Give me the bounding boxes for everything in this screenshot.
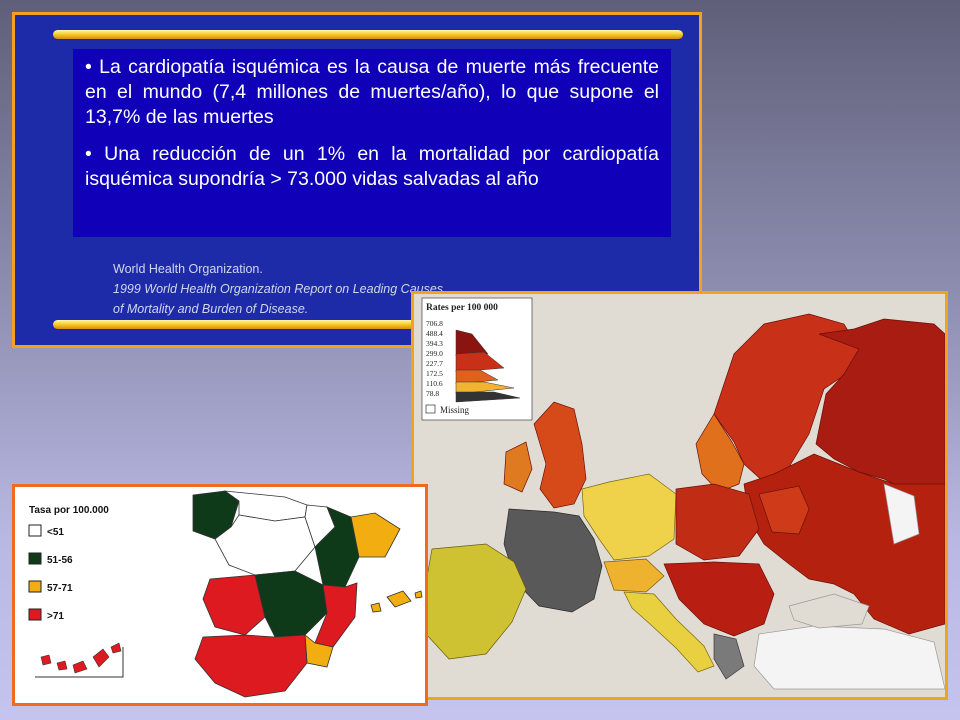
- citation-report-line1: 1999 World Health Organization Report on…: [113, 282, 444, 296]
- europe-legend-value: 78.8: [426, 389, 439, 398]
- spain-legend-swatch: [28, 524, 42, 537]
- bullet-2-text: Una reducción de un 1% en la mortalidad …: [85, 143, 659, 190]
- europe-legend-value: 394.3: [426, 339, 443, 348]
- bullet-1-text: La cardiopatía isquémica es la causa de …: [85, 56, 659, 128]
- bullet-textbox: • La cardiopatía isquémica es la causa d…: [73, 49, 671, 237]
- citation-report-line2: of Mortality and Burden of Disease.: [113, 302, 309, 316]
- text-panel: • La cardiopatía isquémica es la causa d…: [12, 12, 702, 348]
- spain-legend-label: 57-71: [47, 583, 73, 594]
- bullet-1: • La cardiopatía isquémica es la causa d…: [85, 56, 659, 128]
- europe-legend-value: 488.4: [426, 329, 443, 338]
- spain-map-svg: Tasa por 100.000 <51 51-56 57-71 >71: [15, 487, 425, 703]
- europe-legend-value: 110.6: [426, 379, 443, 388]
- citation: World Health Organization. 1999 World He…: [113, 259, 443, 319]
- europe-map-svg: Rates per 100 000 706.8488.4394.3299.022…: [414, 294, 945, 697]
- europe-legend-title: Rates per 100 000: [426, 303, 498, 313]
- spain-legend-label: 51-56: [47, 555, 73, 566]
- top-gold-bar: [53, 30, 683, 39]
- bottom-gold-bar: [53, 320, 683, 329]
- spain-legend-swatch: [28, 552, 42, 565]
- spain-map: Tasa por 100.000 <51 51-56 57-71 >71: [12, 484, 428, 706]
- europe-legend-value: 706.8: [426, 319, 443, 328]
- spain-legend-swatch: [28, 608, 42, 621]
- spain-legend-swatch: [28, 580, 42, 593]
- europe-legend-missing-swatch: [425, 404, 436, 414]
- europe-map: Rates per 100 000 706.8 488.4 394.3 299.0 22…: [411, 291, 948, 700]
- europe-legend-value: 172.5: [426, 369, 443, 378]
- spain-legend-label: <51: [47, 527, 64, 538]
- europe-legend-value: 299.0: [426, 349, 443, 358]
- europe-legend-missing: Missing: [440, 405, 470, 415]
- spain-legend-label: >71: [47, 611, 64, 622]
- europe-legend-value: 227.7: [426, 359, 443, 368]
- citation-org: World Health Organization.: [113, 262, 263, 276]
- bullet-2: • Una reducción de un 1% en la mortalida…: [85, 143, 659, 190]
- spain-legend-title: Tasa por 100.000: [29, 505, 109, 516]
